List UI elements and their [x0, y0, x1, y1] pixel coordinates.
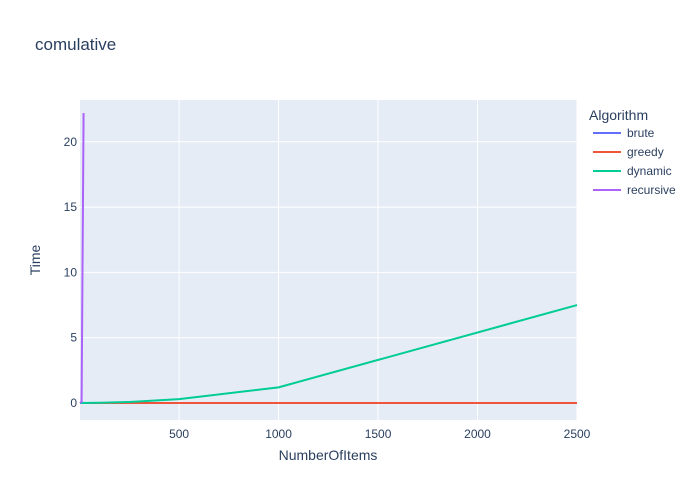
legend-label: greedy — [627, 145, 664, 159]
x-tick-label: 500 — [169, 427, 189, 441]
y-tick-label: 20 — [64, 135, 78, 149]
x-tick-label: 2500 — [564, 427, 591, 441]
legend-label: recursive — [627, 183, 676, 197]
legend: Algorithm brute greedy dynamic recursive — [589, 107, 676, 197]
legend-item-dynamic[interactable]: dynamic — [593, 164, 672, 178]
series-group — [79, 113, 578, 405]
x-axis-ticks: 500 1000 1500 2000 2500 — [169, 427, 591, 441]
x-tick-label: 1500 — [365, 427, 392, 441]
series-line-recursive — [79, 113, 85, 404]
y-axis-title: Time — [27, 244, 43, 275]
series-line-dynamic — [80, 304, 578, 405]
chart-title: comulative — [35, 35, 116, 54]
y-tick-label: 15 — [64, 200, 78, 214]
legend-item-brute[interactable]: brute — [593, 126, 655, 140]
y-tick-label: 5 — [70, 331, 77, 345]
legend-title: Algorithm — [589, 107, 648, 123]
y-tick-label: 0 — [70, 396, 77, 410]
x-tick-label: 2000 — [464, 427, 491, 441]
legend-item-greedy[interactable]: greedy — [593, 145, 664, 159]
legend-label: brute — [627, 126, 655, 140]
x-tick-label: 1000 — [265, 427, 292, 441]
x-axis-title: NumberOfItems — [279, 447, 378, 463]
y-tick-label: 10 — [64, 265, 78, 279]
legend-label: dynamic — [627, 164, 672, 178]
y-axis-ticks: 0 5 10 15 20 — [64, 135, 78, 410]
legend-item-recursive[interactable]: recursive — [593, 183, 676, 197]
plot-area — [80, 100, 577, 420]
